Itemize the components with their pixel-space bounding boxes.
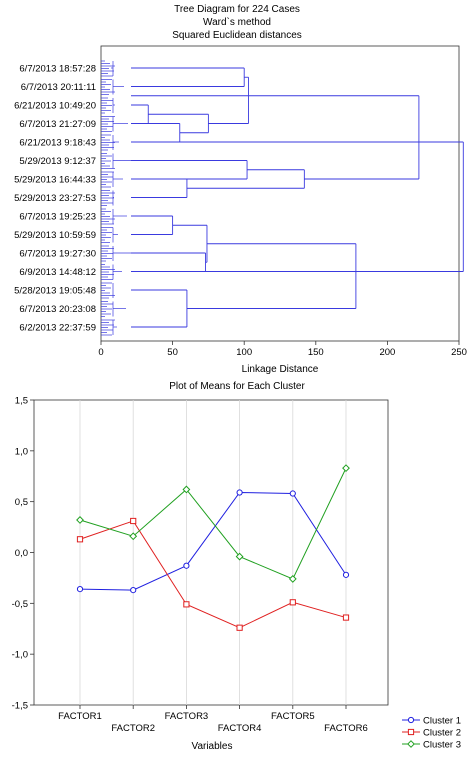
means-y-tick-label: 0,5: [15, 497, 28, 508]
dendrogram-leaf-label: 5/29/2013 23:27:53: [14, 193, 96, 204]
dendrogram-leaf-label: 6/7/2013 18:57:28: [19, 64, 96, 75]
dendrogram-subtitle-method: Ward`s method: [203, 16, 271, 28]
series-marker-circle: [407, 716, 415, 724]
series-marker-circle: [130, 587, 137, 594]
series-marker-square: [183, 601, 190, 608]
series-marker-diamond: [129, 532, 138, 541]
dendrogram-x-tick-label: 250: [451, 347, 467, 358]
dendrogram-leaf-label: 6/21/2013 9:18:43: [19, 138, 96, 149]
legend-entry: Cluster 2: [402, 728, 461, 739]
series-marker-circle: [76, 586, 84, 593]
series-3: [76, 464, 350, 583]
means-y-tick-label: -1,0: [12, 650, 28, 661]
dendrogram-x-tick-label: 50: [167, 347, 178, 358]
series-marker-circle: [342, 571, 350, 578]
dendrogram-x-tick-label: 200: [379, 347, 395, 358]
dendrogram-subtitle-distance: Squared Euclidean distances: [172, 30, 302, 41]
dendrogram-leaf-label: 6/9/2013 14:48:12: [19, 267, 96, 278]
dendrogram-leaf-label: 5/29/2013 9:12:37: [19, 156, 96, 167]
series-1: [76, 489, 350, 594]
dendrogram-x-ticks: 0 50 100 150 200 250: [98, 341, 467, 358]
legend-label: Cluster 3: [423, 740, 461, 751]
means-x-tick-label: FACTOR1: [58, 711, 102, 722]
dendrogram-chart: Tree Diagram for 224 Cases Ward`s method…: [14, 4, 467, 375]
means-plot-frame: [33, 399, 389, 706]
series-marker-diamond: [407, 740, 415, 748]
series-marker-circle: [183, 562, 190, 569]
means-title: Plot of Means for Each Cluster: [169, 381, 305, 392]
dendrogram-leaf-label: 6/2/2013 22:37:59: [19, 323, 96, 334]
dendrogram-leaf-label: 6/7/2013 19:27:30: [19, 249, 96, 260]
series-marker-diamond: [288, 575, 297, 583]
series-marker-diamond: [76, 516, 84, 524]
means-x-tick-label: FACTOR4: [218, 723, 262, 734]
series-marker-square: [76, 536, 84, 543]
dendrogram-leaf-label: 5/28/2013 19:05:48: [14, 286, 96, 297]
series-marker-square: [289, 599, 296, 606]
means-category-gridlines: [79, 400, 347, 705]
dendrogram-x-tick-label: 150: [308, 347, 324, 358]
legend-label: Cluster 1: [423, 716, 461, 727]
means-chart: Plot of Means for Each Cluster -1,5-1,0-…: [12, 381, 461, 752]
dendrogram-plot-frame: [100, 45, 460, 342]
series-marker-square: [130, 517, 137, 525]
series-line: [79, 492, 347, 591]
means-y-tick-label: 1,0: [15, 446, 28, 457]
dendrogram-x-axis-label: Linkage Distance: [242, 364, 319, 375]
series-marker-square: [342, 614, 350, 621]
means-x-tick-label: FACTOR5: [271, 711, 315, 722]
dendrogram-leaf-label: 6/7/2013 21:27:09: [19, 119, 96, 130]
dendrogram-leaf-label: 5/29/2013 16:44:33: [14, 175, 96, 186]
means-x-ticks: FACTOR1 FACTOR2 FACTOR3 FACTOR4 FACTOR5 FACTO…: [58, 705, 368, 734]
dendrogram-leaf-label: 6/7/2013 20:11:11: [21, 82, 96, 93]
dendrogram-leaf-label: 5/29/2013 10:59:59: [14, 230, 96, 241]
means-x-tick-label: FACTOR6: [324, 723, 368, 734]
means-x-tick-label: FACTOR3: [165, 711, 209, 722]
series-marker-square: [407, 728, 415, 736]
dendrogram-leaf-label: 6/7/2013 19:25:23: [19, 212, 96, 223]
series-line: [79, 520, 347, 629]
legend-label: Cluster 2: [423, 728, 461, 739]
series-2: [76, 517, 350, 631]
series-marker-diamond: [342, 464, 350, 473]
series-marker-diamond: [235, 552, 244, 561]
dendrogram-leaf-labels: 6/7/2013 18:57:28 6/7/2013 20:11:11 6/21/2…: [14, 64, 96, 334]
dendrogram-x-tick-label: 0: [98, 347, 103, 358]
means-y-tick-label: 1,5: [15, 396, 28, 407]
dendrogram-leaf-label: 6/21/2013 10:49:20: [14, 101, 96, 112]
dendrogram-title: Tree Diagram for 224 Cases: [174, 4, 300, 15]
dendrogram-x-tick-label: 100: [236, 347, 252, 358]
series-line: [79, 467, 347, 580]
dendrogram-links: [131, 67, 464, 328]
series-marker-circle: [236, 489, 243, 496]
series-marker-circle: [289, 490, 296, 497]
series-marker-square: [236, 624, 243, 631]
means-y-tick-label: 0,0: [15, 548, 28, 559]
dendrogram-leaf-branches: [101, 60, 132, 336]
means-y-tick-label: -1,5: [12, 701, 28, 712]
legend-entry: Cluster 3: [402, 740, 461, 751]
means-series-group: [76, 464, 350, 631]
means-y-tick-label: -0,5: [12, 599, 28, 610]
means-y-ticks: -1,5 -1,0 -0,5 0,0 0,5 1,0 1,5: [12, 396, 34, 712]
series-marker-diamond: [182, 485, 191, 494]
means-x-tick-label: FACTOR2: [111, 723, 155, 734]
means-x-axis-label: Variables: [192, 741, 233, 752]
dendrogram-leaf-label: 6/7/2013 20:23:08: [19, 304, 96, 315]
legend-entry: Cluster 1: [402, 716, 461, 727]
